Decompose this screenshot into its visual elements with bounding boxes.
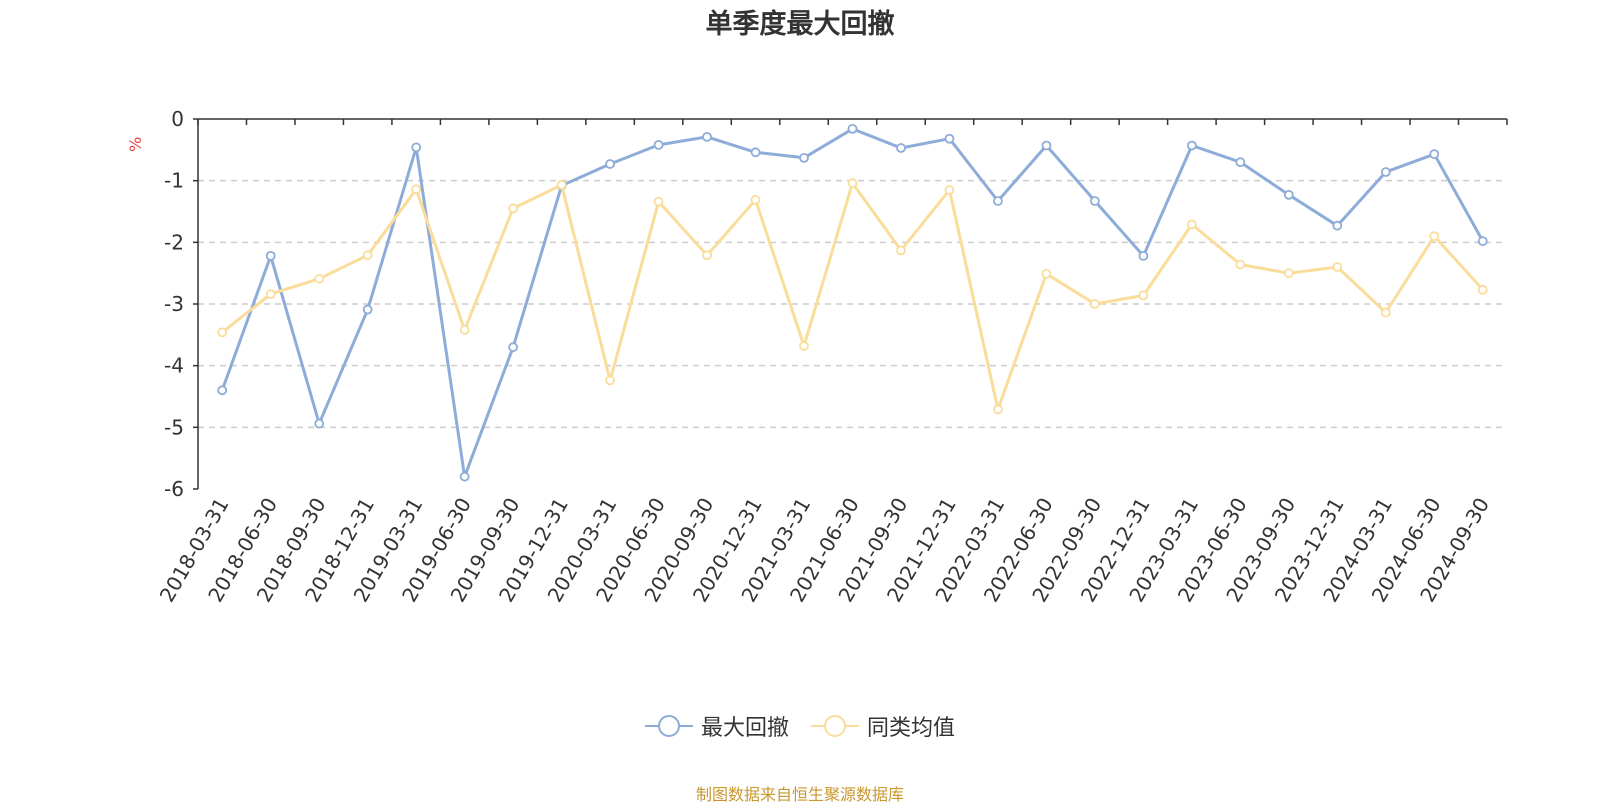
series-2-point [556,180,567,190]
series-1-point [1186,140,1197,151]
axes: 0-1-2-3-4-5-62018-03-312018-06-302018-09… [155,107,1508,606]
series-2-point [265,289,276,300]
series-1-point [411,142,422,153]
series-2-point [411,184,422,195]
series-1-point [1380,167,1391,177]
series-2-point [1090,299,1100,309]
series-2-point [847,178,858,189]
series-2-point [314,273,325,284]
series-1-point [1429,149,1440,160]
series-2-point [217,327,228,338]
series-2-point [750,194,761,205]
series-2-point [653,196,664,207]
series-1-point [847,123,858,134]
series-2-point [944,185,955,195]
series-2-point [896,245,906,256]
y-tick-label: -1 [164,169,184,193]
series-2-point [799,341,809,351]
legend-swatch-icon [644,715,693,737]
series-2-point [1429,231,1440,242]
legend-label: 最大回撤 [700,716,789,741]
y-tick-label: -5 [164,415,184,439]
y-tick-label: -4 [164,354,184,378]
data-source-note: 制图数据来自恒生聚源数据库 [695,785,904,804]
series-2-point [1138,290,1149,301]
y-tick-label: 0 [171,107,184,131]
legend-item-max-drawdown[interactable]: 最大回撤 [644,710,789,742]
series-1-point [1090,196,1100,206]
series-2-point [1477,284,1488,295]
legend: 最大回撤 同类均值 [0,710,1600,742]
series-2-point [1380,307,1391,318]
series-1-point [1041,140,1052,151]
series-1-point [314,418,325,429]
series-1-point [362,304,373,315]
legend-label: 同类均值 [867,716,956,741]
series-2-point [1283,268,1294,279]
series-2-point [1186,219,1197,230]
legend-swatch-icon [811,715,859,737]
series-1-point [896,143,906,153]
series-2-point [459,324,470,335]
legend-item-peer-average[interactable]: 同类均值 [811,710,955,742]
series-2-point [702,250,712,261]
series-1-point [944,133,955,144]
series-1-point [1235,157,1246,168]
series-1-point [653,139,664,150]
series-1-point [993,196,1003,206]
series-1-point [217,385,228,396]
series-1-point [605,159,615,169]
series-2-point [1041,268,1052,279]
series-1-point [1332,220,1343,231]
series-2-point [362,250,373,261]
series-2-point [1235,259,1246,270]
series-1-point [1477,236,1488,247]
series-2-point [605,375,615,386]
series-2-point [993,404,1003,415]
series-1-point [799,152,809,163]
series-2-point [508,203,519,214]
series-line-2 [221,181,1484,411]
series-1-point [508,342,519,353]
y-tick-label: -3 [164,292,184,316]
series-1-point [702,131,712,142]
y-tick-label: -6 [164,477,184,501]
y-tick-label: -2 [164,230,184,254]
series-1-point [750,147,761,158]
y-axis-unit-label: % [126,136,145,152]
series-1-point [459,471,470,482]
chart-title: 单季度最大回撤 [705,9,895,40]
series-1-point [1138,250,1149,261]
series [217,123,1488,482]
series-2-point [1332,262,1343,272]
series-1-point [265,250,276,261]
series-1-point [1283,189,1294,200]
